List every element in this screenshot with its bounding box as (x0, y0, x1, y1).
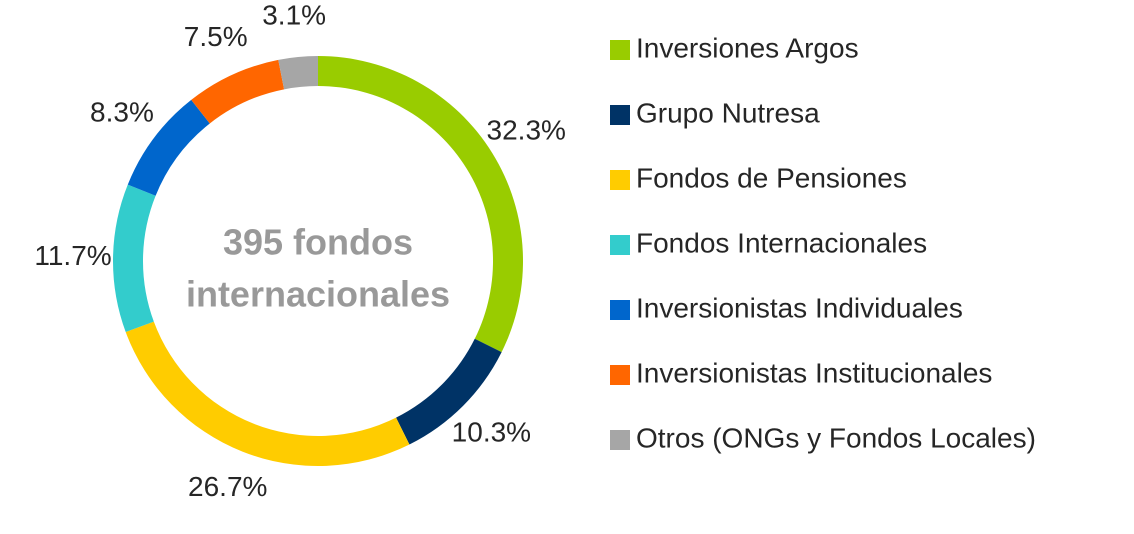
data-label: 32.3% (487, 114, 566, 145)
legend-swatch (610, 235, 630, 255)
legend-swatch (610, 365, 630, 385)
data-label: 7.5% (184, 21, 248, 52)
legend-label: Grupo Nutresa (636, 97, 820, 128)
data-label: 10.3% (452, 416, 531, 447)
data-label: 3.1% (262, 0, 326, 31)
donut-segment (125, 321, 410, 466)
legend-swatch (610, 170, 630, 190)
legend-label: Inversionistas Institucionales (636, 357, 992, 388)
legend-label: Fondos Internacionales (636, 227, 927, 258)
data-label: 11.7% (34, 240, 111, 271)
data-label: 8.3% (90, 96, 154, 127)
donut-segment (112, 184, 156, 333)
donut-segment (396, 338, 502, 445)
center-text: internacionales (186, 274, 450, 315)
donut-segment (191, 59, 285, 124)
donut-segment (278, 56, 318, 90)
legend-swatch (610, 40, 630, 60)
legend-label: Inversiones Argos (636, 32, 859, 63)
legend-label: Inversionistas Individuales (636, 292, 963, 323)
legend-swatch (610, 105, 630, 125)
legend-label: Otros (ONGs y Fondos Locales) (636, 422, 1036, 453)
center-text: 395 fondos (223, 222, 413, 263)
donut-segment (318, 56, 523, 353)
legend-swatch (610, 430, 630, 450)
legend-swatch (610, 300, 630, 320)
donut-segment (127, 99, 210, 196)
data-label: 26.7% (188, 471, 267, 502)
legend-label: Fondos de Pensiones (636, 162, 907, 193)
